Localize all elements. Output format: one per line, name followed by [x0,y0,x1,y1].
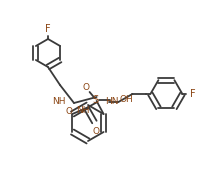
Text: F: F [45,24,51,34]
Text: O: O [93,127,100,136]
Text: NH: NH [52,96,66,106]
Text: S: S [92,95,99,105]
Text: HN: HN [105,98,119,107]
Text: O: O [65,107,73,115]
Text: OH: OH [120,96,133,104]
Text: O: O [82,83,89,92]
Text: F: F [191,89,196,99]
Text: NH: NH [76,106,89,115]
